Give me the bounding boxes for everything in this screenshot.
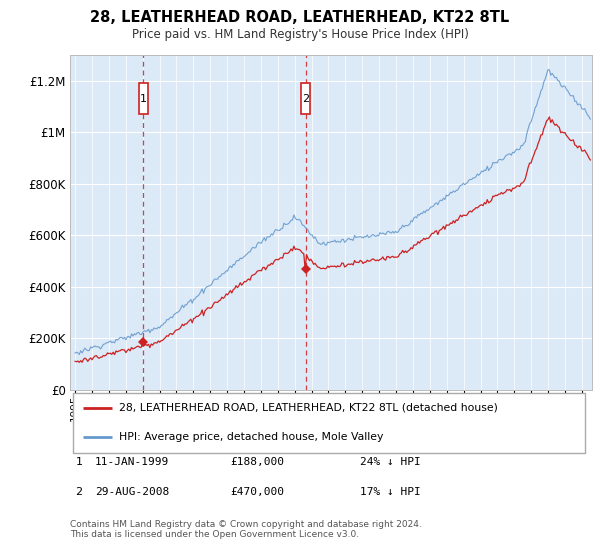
- Text: 2: 2: [76, 487, 83, 497]
- Text: 1: 1: [76, 457, 83, 467]
- Text: £470,000: £470,000: [230, 487, 284, 497]
- Text: 29-AUG-2008: 29-AUG-2008: [95, 487, 169, 497]
- FancyBboxPatch shape: [139, 83, 148, 114]
- Text: 1: 1: [140, 94, 147, 104]
- Text: Price paid vs. HM Land Registry's House Price Index (HPI): Price paid vs. HM Land Registry's House …: [131, 28, 469, 41]
- FancyBboxPatch shape: [73, 393, 585, 453]
- Text: 28, LEATHERHEAD ROAD, LEATHERHEAD, KT22 8TL: 28, LEATHERHEAD ROAD, LEATHERHEAD, KT22 …: [91, 10, 509, 25]
- Text: 17% ↓ HPI: 17% ↓ HPI: [360, 487, 421, 497]
- FancyBboxPatch shape: [301, 83, 310, 114]
- Text: Contains HM Land Registry data © Crown copyright and database right 2024.
This d: Contains HM Land Registry data © Crown c…: [70, 520, 422, 539]
- Text: 24% ↓ HPI: 24% ↓ HPI: [360, 457, 421, 467]
- Text: 11-JAN-1999: 11-JAN-1999: [95, 457, 169, 467]
- Text: 2: 2: [302, 94, 310, 104]
- Text: HPI: Average price, detached house, Mole Valley: HPI: Average price, detached house, Mole…: [119, 432, 384, 442]
- Text: 28, LEATHERHEAD ROAD, LEATHERHEAD, KT22 8TL (detached house): 28, LEATHERHEAD ROAD, LEATHERHEAD, KT22 …: [119, 403, 498, 413]
- Text: £188,000: £188,000: [230, 457, 284, 467]
